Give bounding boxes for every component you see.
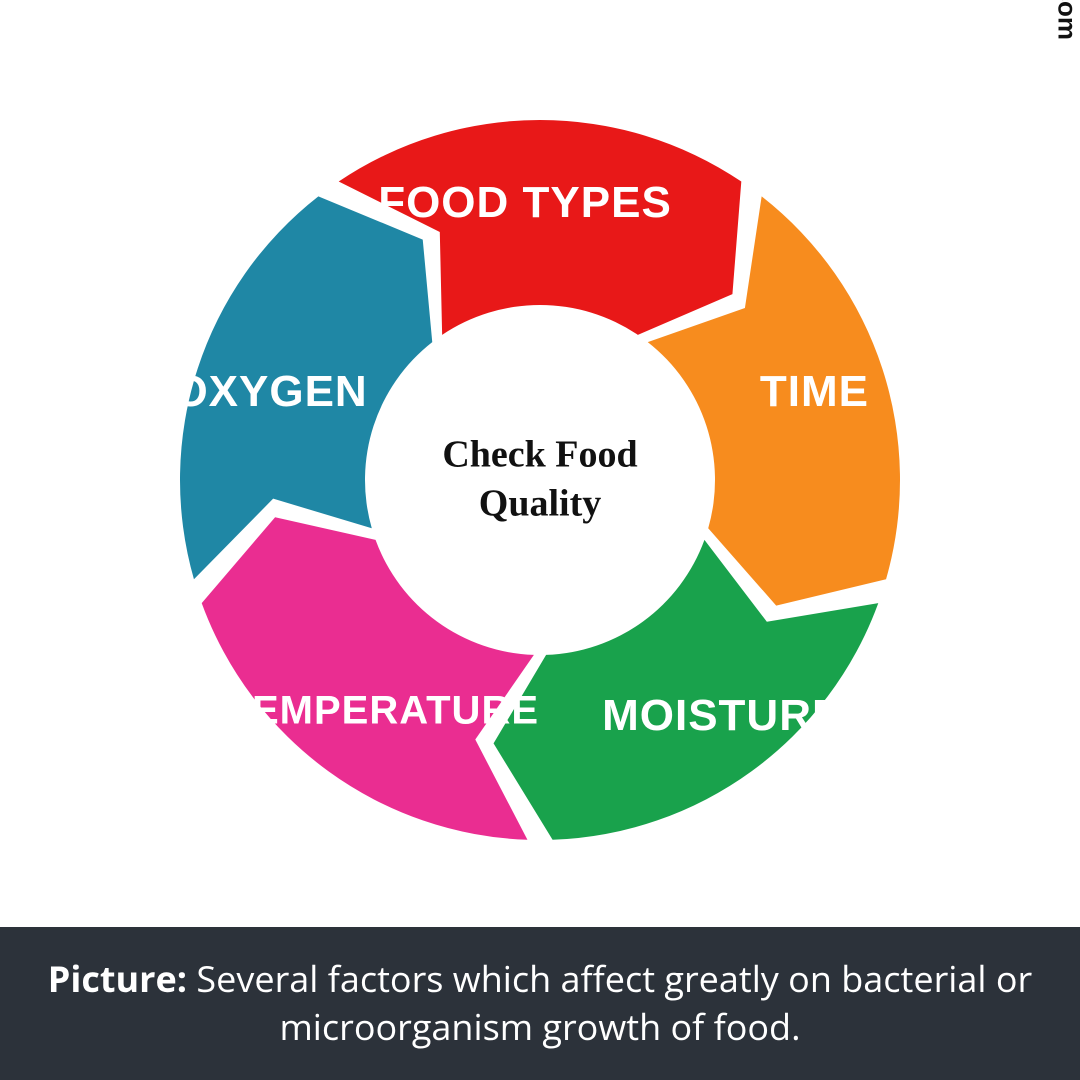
center-line1: Check Food bbox=[442, 434, 637, 476]
segment-label-time: Time bbox=[760, 367, 869, 417]
segment-label-oxygen: Oxygen bbox=[173, 367, 367, 417]
segment-label-moisture: Moisture bbox=[602, 691, 842, 741]
caption-bar: Picture: Several factors which affect gr… bbox=[0, 927, 1080, 1080]
caption-prefix: Picture: bbox=[48, 954, 187, 1003]
segment-temperature bbox=[202, 517, 534, 840]
center-line2: Quality bbox=[479, 483, 601, 525]
source-attribution: from gbansandyou.com bbox=[1052, 0, 1080, 40]
caption-text: Several factors which affect greatly on … bbox=[187, 954, 1032, 1052]
segment-label-temperature: Temperature bbox=[227, 689, 539, 734]
center-label: Check Food Quality bbox=[442, 431, 637, 530]
cycle-diagram: Check Food Quality Food Types Time Moistur… bbox=[0, 40, 1080, 920]
segment-label-food-types: Food Types bbox=[378, 178, 672, 228]
